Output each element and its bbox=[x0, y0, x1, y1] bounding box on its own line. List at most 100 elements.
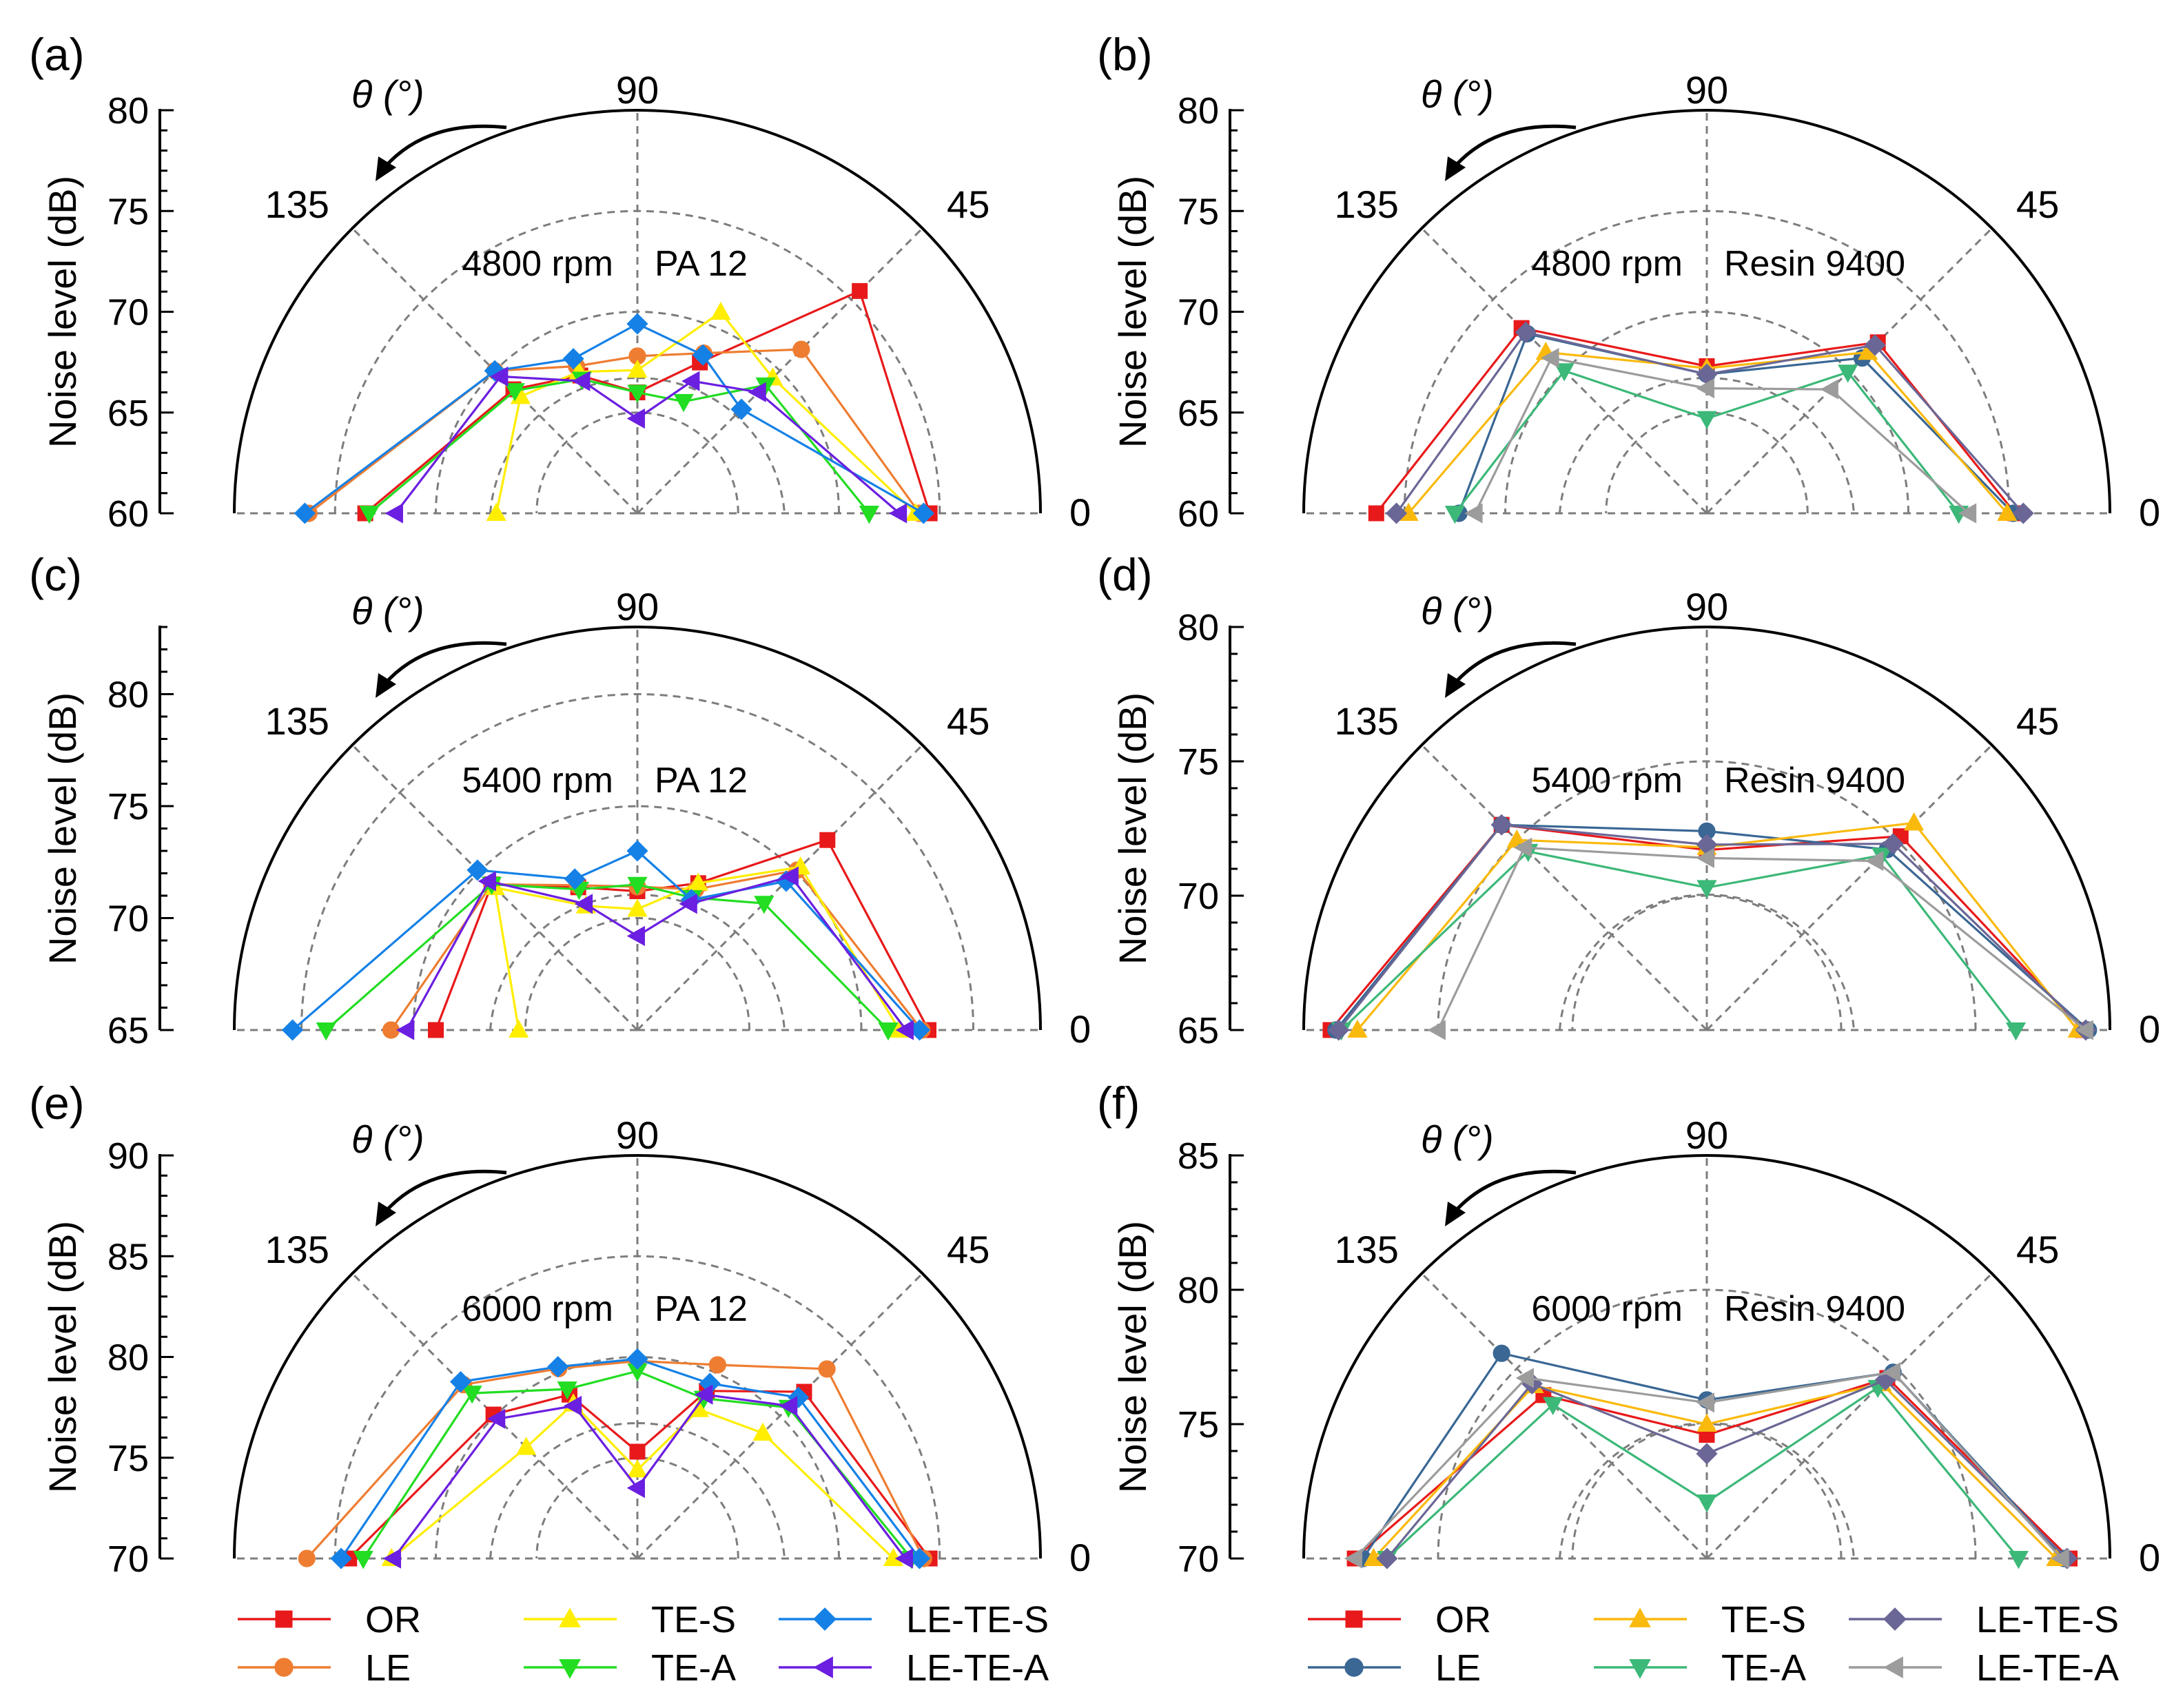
polar-panel-e: 70 75 80 85 90 Noise level (dB) 0 45 90 135 θ (°) 6… bbox=[29, 1078, 1091, 1580]
theta-tick-label: 45 bbox=[2016, 183, 2059, 226]
r-tick-label: 70 bbox=[1178, 1539, 1219, 1580]
series-line bbox=[1375, 327, 2016, 515]
marker-shape bbox=[1696, 1443, 1718, 1465]
r-tick-label: 65 bbox=[1178, 393, 1219, 434]
marker-shape bbox=[466, 859, 489, 881]
data-point bbox=[1344, 1548, 1363, 1569]
data-point bbox=[1696, 1443, 1718, 1465]
legend-label: TE-S bbox=[651, 1599, 736, 1640]
polar-panel-a: 60 65 70 75 80 Noise level (dB) 0 45 90 135 θ (°) 4… bbox=[29, 29, 1091, 535]
marker-shape bbox=[752, 1422, 773, 1441]
marker-shape bbox=[1696, 1494, 1717, 1513]
series-te-a bbox=[1331, 843, 2027, 1041]
marker-shape bbox=[574, 894, 593, 914]
legend-label: LE bbox=[1435, 1647, 1481, 1689]
marker-shape bbox=[626, 925, 645, 947]
legend-marker bbox=[275, 1610, 293, 1628]
data-point bbox=[752, 1422, 773, 1441]
data-point bbox=[708, 1356, 727, 1374]
series-line bbox=[392, 1393, 907, 1559]
polar-panel-d: 65 70 75 80 Noise level (dB) 0 45 90 135 θ (°) 540… bbox=[1097, 549, 2160, 1051]
series-le-te-a bbox=[384, 366, 907, 524]
marker-shape bbox=[1513, 837, 1532, 858]
marker-shape bbox=[1882, 833, 1904, 855]
r-tick-label: 60 bbox=[1178, 493, 1219, 535]
marker-shape bbox=[1629, 1607, 1651, 1627]
data-point bbox=[1696, 847, 1714, 868]
marker-shape bbox=[792, 340, 810, 358]
r-tick-label: 75 bbox=[107, 786, 149, 827]
marker-shape bbox=[1696, 1413, 1717, 1432]
grid-inner-arc bbox=[637, 894, 786, 1031]
legend-entry-le-te-a: LE-TE-A bbox=[1849, 1647, 2119, 1689]
grid-inner-arc bbox=[1558, 894, 1708, 1031]
series-le-te-s bbox=[330, 1348, 931, 1570]
y-axis-label: Noise level (dB) bbox=[1111, 176, 1154, 448]
marker-shape bbox=[486, 1408, 506, 1429]
series-line bbox=[394, 375, 901, 515]
material-label: PA 12 bbox=[655, 1289, 748, 1329]
data-point bbox=[692, 344, 714, 366]
material-label: Resin 9400 bbox=[1724, 1289, 1905, 1329]
series-le-te-s bbox=[281, 840, 931, 1041]
r-tick-label: 65 bbox=[107, 393, 149, 434]
marker-shape bbox=[859, 506, 879, 524]
series-le-te-s bbox=[1385, 321, 2034, 524]
legend-entry-le: LE bbox=[238, 1647, 411, 1689]
marker-shape bbox=[1865, 850, 1884, 872]
data-point bbox=[1696, 1413, 1717, 1432]
data-point bbox=[730, 398, 752, 420]
data-point bbox=[627, 1459, 648, 1478]
data-point bbox=[1696, 880, 1717, 898]
theta-tick-label: 0 bbox=[1069, 491, 1091, 534]
outer-arc bbox=[1302, 109, 2111, 514]
r-tick-label: 90 bbox=[107, 1135, 149, 1177]
marker-shape bbox=[449, 1370, 472, 1393]
grid-inner-arc bbox=[1558, 1422, 1708, 1559]
legend-label: OR bbox=[1435, 1599, 1491, 1640]
marker-shape bbox=[1882, 1362, 1901, 1383]
theta-tick-label: 90 bbox=[616, 1113, 659, 1157]
data-point bbox=[2008, 1551, 2029, 1570]
data-point bbox=[1515, 1368, 1534, 1388]
panel-label: (b) bbox=[1097, 29, 1153, 80]
marker-shape bbox=[547, 1356, 569, 1378]
speed-label: 4800 rpm bbox=[462, 244, 613, 284]
theta-arrow-icon bbox=[383, 641, 507, 686]
marker-shape bbox=[557, 1381, 577, 1400]
marker-shape bbox=[564, 868, 586, 890]
legend-entry-le: LE bbox=[1308, 1647, 1481, 1689]
r-tick-label: 80 bbox=[107, 675, 149, 716]
speed-label: 5400 rpm bbox=[1531, 761, 1683, 801]
series-or bbox=[357, 282, 938, 522]
marker-shape bbox=[572, 371, 591, 391]
theta-label: θ (°) bbox=[351, 589, 424, 632]
series-le-te-a bbox=[396, 866, 914, 1040]
marker-shape bbox=[490, 366, 509, 387]
data-point bbox=[1543, 1397, 1563, 1415]
legend-label: LE bbox=[365, 1647, 411, 1689]
data-point bbox=[852, 282, 868, 299]
grid-inner-arc bbox=[1706, 1422, 1856, 1559]
data-point bbox=[819, 832, 836, 848]
marker-shape bbox=[1464, 503, 1483, 524]
data-point bbox=[1554, 363, 1575, 382]
legend-entry-te-a: TE-A bbox=[524, 1647, 736, 1689]
data-point bbox=[486, 502, 506, 521]
data-point bbox=[673, 393, 694, 413]
data-point bbox=[1368, 505, 1384, 522]
series-line bbox=[1386, 1378, 2068, 1560]
marker-shape bbox=[1903, 812, 1925, 831]
data-point bbox=[1865, 850, 1884, 872]
data-point bbox=[818, 1360, 836, 1378]
series-line bbox=[1474, 356, 1970, 515]
marker-shape bbox=[2005, 1022, 2027, 1041]
marker-shape bbox=[780, 866, 799, 887]
material-label: PA 12 bbox=[655, 761, 748, 801]
r-tick-label: 60 bbox=[107, 493, 149, 535]
data-point bbox=[547, 1356, 569, 1378]
theta-tick-label: 90 bbox=[616, 68, 659, 112]
data-point bbox=[382, 1548, 402, 1569]
theta-arrowhead-icon bbox=[1445, 156, 1466, 181]
marker-shape bbox=[895, 1020, 914, 1040]
